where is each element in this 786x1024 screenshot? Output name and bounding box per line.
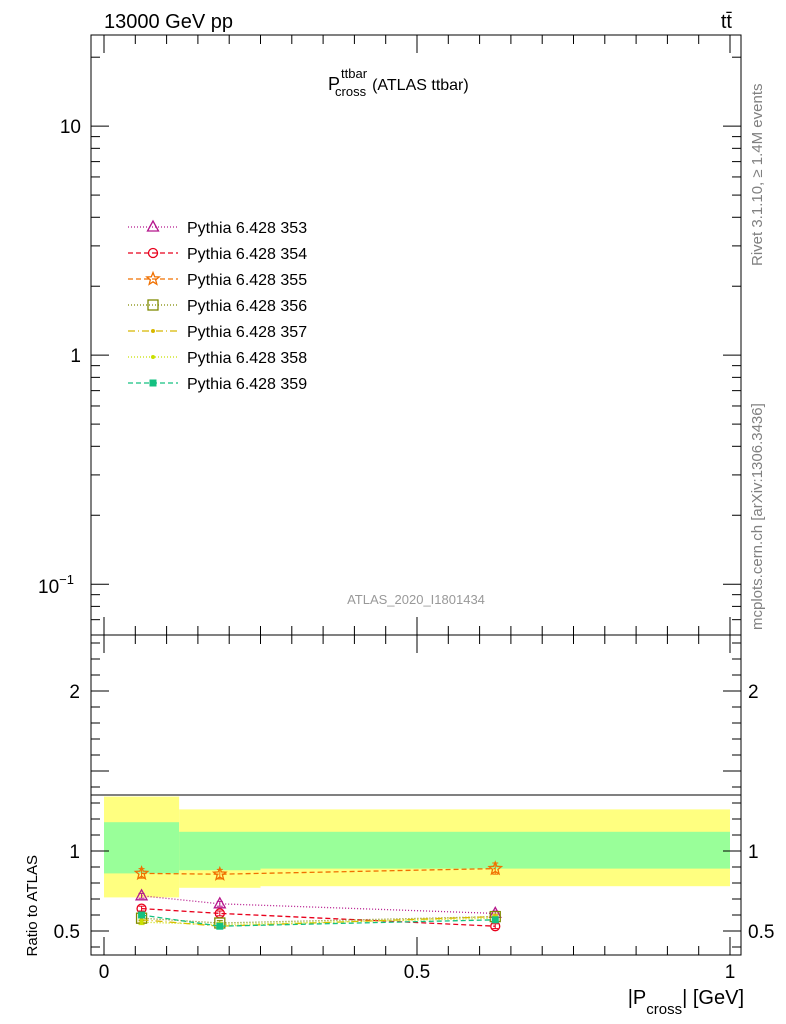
legend-entry-label: Pythia 6.428 359 xyxy=(187,376,307,393)
green-uncertainty-band xyxy=(179,831,261,871)
legend-entry-label: Pythia 6.428 355 xyxy=(187,272,307,289)
filled-square-marker xyxy=(216,922,224,930)
plot-title-sub: cross xyxy=(335,84,367,99)
plot-title: Pttbar cross (ATLAS ttbar) xyxy=(328,66,469,99)
star-marker xyxy=(133,865,150,881)
process-label: tt̄ xyxy=(721,11,733,33)
energy-label: 13000 GeV pp xyxy=(104,11,233,33)
triangle-marker xyxy=(213,896,227,909)
legend-entry-label: Pythia 6.428 356 xyxy=(187,298,307,315)
x-tick-label: 1 xyxy=(725,962,736,983)
filled-square-marker xyxy=(149,379,157,387)
y-tick-label: 10−1 xyxy=(38,572,74,598)
rivet-version-label: Rivet 3.1.10, ≥ 1.4M events xyxy=(749,84,766,267)
ratio-y-tick-label-right: 2 xyxy=(748,682,759,703)
ratio-y-tick-label-left: 0.5 xyxy=(54,922,80,943)
series-line xyxy=(141,907,496,927)
series-line xyxy=(141,914,496,927)
triangle-marker xyxy=(134,888,149,901)
ratio-y-axis-label: Ratio to ATLAS xyxy=(24,855,41,956)
mcplots-label: mcplots.cern.ch [arXiv:1306.3436] xyxy=(749,403,766,630)
ratio-y-tick-label-left: 1 xyxy=(69,842,80,863)
filled-square-marker xyxy=(138,911,146,919)
ratio-panel-frame xyxy=(90,634,742,956)
filled-square-marker xyxy=(491,916,499,924)
star-marker xyxy=(487,860,504,876)
star-marker xyxy=(145,270,161,286)
dot-marker xyxy=(151,355,155,359)
x-tick-label: 0 xyxy=(99,962,110,983)
plot-title-suffix: (ATLAS ttbar) xyxy=(372,77,469,94)
legend: Pythia 6.428 353 Pythia 6.428 354 Pythia 6… xyxy=(128,219,307,393)
x-tick-label: 0.5 xyxy=(404,962,430,983)
circle-marker xyxy=(147,247,159,259)
y-tick-label: 1 xyxy=(70,346,81,367)
y-tick-label-exponent: −1 xyxy=(59,572,74,587)
analysis-watermark: ATLAS_2020_I1801434 xyxy=(347,592,485,607)
x-axis-label: |Pcross| [GeV] xyxy=(628,987,744,1018)
ratio-series xyxy=(133,860,504,932)
square-marker xyxy=(147,299,159,311)
plot-title-main: P xyxy=(328,74,340,94)
ratio-uncertainty-bands xyxy=(104,796,730,898)
y-tick-label-base: 10 xyxy=(38,577,59,598)
x-axis-label-post: | [GeV] xyxy=(682,987,744,1009)
ratio-y-tick-label-right: 0.5 xyxy=(748,922,774,943)
ratio-y-tick-label-left: 2 xyxy=(69,682,80,703)
star-marker xyxy=(211,865,228,881)
x-axis-label-sub: cross xyxy=(646,1001,682,1018)
legend-entry-label: Pythia 6.428 354 xyxy=(187,246,307,263)
series-line xyxy=(141,867,496,875)
ratio-y-tick-label-right: 1 xyxy=(748,842,759,863)
series-line xyxy=(141,895,496,915)
dot-marker xyxy=(151,329,155,333)
dot-marker xyxy=(139,920,144,925)
green-uncertainty-band xyxy=(104,822,180,874)
legend-entry-label: Pythia 6.428 358 xyxy=(187,350,307,367)
x-axis-label-pre: |P xyxy=(628,987,647,1009)
triangle-marker xyxy=(146,219,160,232)
legend-entry-label: Pythia 6.428 353 xyxy=(187,220,307,237)
legend-entry-label: Pythia 6.428 357 xyxy=(187,324,307,341)
y-tick-label: 10 xyxy=(60,117,81,138)
plot-title-sup: ttbar xyxy=(341,66,368,81)
ratio-panel-axes: 0.5 0.5 1 1 2 2 0 0.5 1 xyxy=(54,635,774,983)
